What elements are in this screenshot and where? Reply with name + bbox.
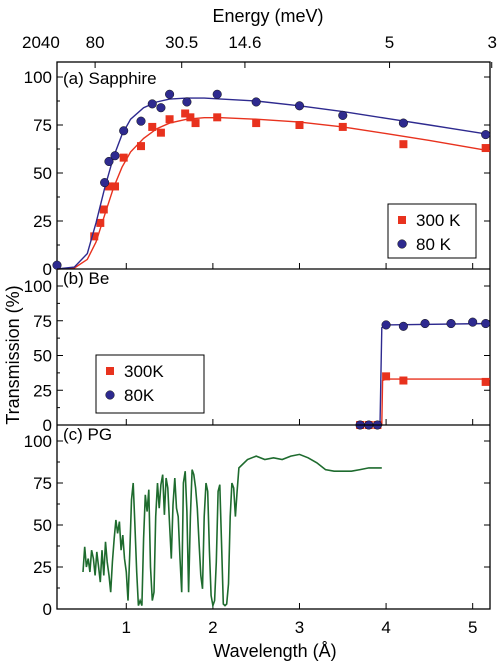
data-point-circle (481, 318, 491, 329)
data-point-circle (468, 317, 478, 327)
y-tick-label: 75 (33, 312, 52, 331)
data-point-square (137, 142, 146, 151)
data-point-square (99, 205, 108, 214)
top-tick-label: 14.6 (228, 33, 261, 52)
data-point-square (148, 122, 157, 131)
series-line (82, 453, 382, 609)
top-tick-label: 30.5 (165, 33, 198, 52)
legend-marker-square (106, 367, 114, 375)
data-point-circle (156, 103, 166, 113)
data-point-square (165, 115, 174, 124)
top-axis-ticks: 2040 80 30.5 14.6 5 3 (22, 33, 497, 68)
y-tick-label: 75 (33, 474, 52, 493)
y-tick-label: 50 (33, 164, 52, 183)
legend-label: 80K (124, 386, 155, 405)
x-tick-label: 1 (122, 618, 131, 637)
top-tick-label: 80 (86, 33, 105, 52)
data-point-circle (165, 89, 175, 99)
data-point-circle (147, 99, 157, 109)
panel-2: 0 25 50 75 100 (c) PG (24, 424, 490, 619)
data-point-circle (398, 321, 408, 331)
data-point-circle (381, 320, 391, 330)
data-point-circle (110, 151, 120, 161)
data-point-square (382, 372, 391, 381)
legend-marker-circle (397, 239, 407, 249)
data-point-circle (212, 89, 222, 99)
y-tick-label: 100 (24, 432, 52, 451)
x-tick-label: 3 (295, 618, 304, 637)
data-point-circle (420, 318, 430, 329)
top-tick-label: 3 (488, 33, 497, 52)
panel-0: 0 25 50 75 100 (a) Sapphire 300 K 80 K (24, 68, 491, 279)
data-point-square (119, 153, 128, 162)
y-tick-label: 25 (33, 212, 52, 231)
y-tick-label: 25 (33, 381, 52, 400)
legend: 300 K 80 K (387, 203, 477, 259)
data-point-square (213, 113, 222, 122)
data-point-circle (338, 110, 348, 120)
data-point-circle (104, 156, 114, 167)
legend-label: 80 K (416, 235, 452, 254)
panel-1: 0 25 50 75 100 (b) Be 300K 80K (24, 268, 491, 435)
data-point-square (96, 218, 105, 227)
panel-label: (a) Sapphire (63, 69, 157, 88)
plot-frame (56, 61, 491, 610)
panel-label: (c) PG (63, 425, 112, 444)
y-tick-label: 0 (43, 416, 52, 435)
data-point-square (90, 232, 99, 241)
y-tick-label: 50 (33, 347, 52, 366)
legend: 300K 80K (95, 354, 205, 414)
x-axis-title: Wavelength (Å) (213, 641, 336, 661)
data-point-circle (398, 118, 408, 128)
data-point-square (104, 182, 113, 191)
data-point-circle (100, 178, 110, 188)
top-tick-label: 5 (385, 33, 394, 52)
data-point-circle (481, 130, 491, 140)
data-point-square (481, 377, 490, 386)
legend-box (95, 354, 205, 414)
data-point-square (111, 182, 120, 191)
data-point-square (252, 119, 261, 128)
data-point-square (156, 128, 165, 137)
x-tick-label: 5 (468, 618, 477, 637)
data-point-square (191, 119, 200, 128)
legend-marker-circle (105, 390, 115, 400)
data-point-circle (251, 97, 261, 107)
legend-marker-square (398, 216, 406, 224)
data-point-circle (294, 101, 305, 111)
legend-label: 300 K (416, 211, 461, 230)
data-point-circle (119, 126, 129, 136)
data-point-square (181, 109, 190, 118)
y-tick-label: 50 (33, 516, 52, 535)
y-tick-label: 25 (33, 558, 52, 577)
data-point-square (338, 122, 347, 131)
y-tick-label: 75 (33, 116, 52, 135)
data-point-circle (446, 318, 456, 329)
y-axis-title: Transmission (%) (3, 285, 23, 424)
data-point-square (295, 121, 304, 129)
fit-curve (56, 97, 491, 270)
data-point-square (481, 144, 490, 153)
top-tick-label: 2040 (22, 33, 60, 52)
legend-label: 300K (124, 362, 164, 381)
top-axis-title: Energy (meV) (212, 6, 323, 26)
panels: 0 25 50 75 100 (a) Sapphire 300 K 80 K 0 25 50 75 10… (24, 61, 491, 619)
data-point-square (186, 113, 195, 122)
data-point-square (399, 376, 408, 385)
data-point-circle (52, 260, 62, 270)
data-point-circle (182, 97, 192, 107)
y-tick-label: 100 (24, 277, 52, 296)
y-tick-label: 100 (24, 68, 52, 87)
data-point-circle (136, 116, 146, 126)
panel-label: (b) Be (63, 269, 109, 288)
x-tick-label: 2 (208, 618, 217, 637)
y-tick-label: 0 (43, 600, 52, 619)
data-point-square (399, 140, 408, 149)
x-tick-label: 4 (381, 618, 390, 637)
legend-box (387, 203, 477, 259)
y-tick-label: 0 (43, 260, 52, 279)
fit-curve (360, 322, 491, 426)
bottom-axis-ticks: 1 2 3 4 5 (122, 618, 478, 637)
